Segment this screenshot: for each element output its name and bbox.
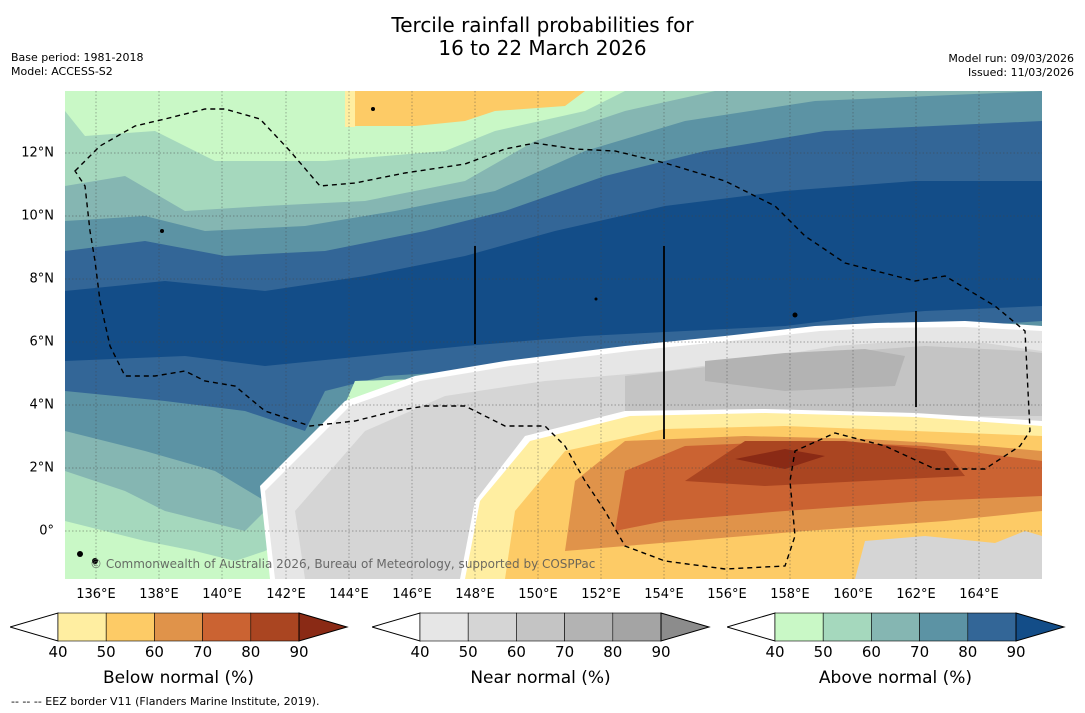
x-tick-label: 148°E <box>455 587 495 602</box>
colorbar-tick: 40 <box>765 643 785 661</box>
model-name: Model: ACCESS-S2 <box>11 65 113 78</box>
colorbar-swatch <box>202 612 252 642</box>
x-tick-label: 158°E <box>770 587 810 602</box>
base-period: Base period: 1981-2018 <box>11 51 144 64</box>
y-tick-label: 12°N <box>21 145 54 161</box>
issued-date: Issued: 11/03/2026 <box>967 66 1074 79</box>
chart-title: Tercile rainfall probabilities for 16 to… <box>0 14 1085 60</box>
colorbar-tick: 80 <box>958 643 978 661</box>
colorbar-tick: 60 <box>506 643 526 661</box>
colorbar-tick: 90 <box>651 643 671 661</box>
colorbar-swatch <box>467 612 517 642</box>
colorbar-tick: 40 <box>48 643 68 661</box>
colorbar-0 <box>10 612 349 642</box>
colorbar-swatch <box>57 612 107 642</box>
x-tick-label: 144°E <box>329 587 369 602</box>
colorbar-label: Below normal (%) <box>103 668 254 688</box>
colorbar-tick: 90 <box>1006 643 1026 661</box>
colorbar-swatch <box>419 612 469 642</box>
colorbar-tick: 70 <box>910 643 930 661</box>
islands <box>77 107 798 564</box>
colorbar-swatch <box>774 612 824 642</box>
y-tick-label: 10°N <box>21 208 54 224</box>
colorbar-swatch <box>967 612 1017 642</box>
x-tick-label: 156°E <box>707 587 747 602</box>
x-tick-label: 150°E <box>518 587 558 602</box>
colorbar-extend-low <box>727 612 776 642</box>
colorbar-swatch <box>871 612 920 642</box>
region-below-90 <box>735 449 825 469</box>
colorbar-swatch <box>516 612 565 642</box>
colorbar-extend-low <box>372 612 421 642</box>
region-below-top-edge <box>345 91 355 127</box>
y-tick-label: 6°N <box>29 334 55 350</box>
x-tick-label: 164°E <box>959 587 999 602</box>
colorbar-swatch <box>822 612 872 642</box>
colorbar-label: Near normal (%) <box>470 668 611 688</box>
y-tick-label: 2°N <box>29 460 55 476</box>
colorbar-label: Above normal (%) <box>818 668 973 688</box>
colorbar-tick: 50 <box>813 643 833 661</box>
copyright-note: © Commonwealth of Australia 2026, Bureau… <box>90 557 596 571</box>
region-near-south <box>855 531 1042 579</box>
x-tick-label: 142°E <box>266 587 306 602</box>
island-markers <box>474 246 917 439</box>
forecast-map <box>65 91 1042 579</box>
x-tick-label: 162°E <box>896 587 936 602</box>
x-tick-label: 136°E <box>76 587 116 602</box>
colorbar-tick: 40 <box>410 643 430 661</box>
colorbar-tick: 60 <box>144 643 164 661</box>
x-tick-label: 154°E <box>644 587 684 602</box>
colorbar-extend-low <box>10 612 59 642</box>
colorbar-tick: 70 <box>555 643 575 661</box>
colorbar-tick: 50 <box>96 643 116 661</box>
colorbar-tick: 50 <box>458 643 478 661</box>
x-tick-label: 146°E <box>392 587 432 602</box>
eez-border <box>74 108 1031 570</box>
x-tick-label: 138°E <box>139 587 179 602</box>
meta-right: Model run: 09/03/2026 Issued: 11/03/2026 <box>948 52 1074 80</box>
map-gridlines <box>65 91 1042 579</box>
title-line-1: Tercile rainfall probabilities for <box>391 13 694 37</box>
map-svg <box>65 91 1042 579</box>
x-tick-label: 140°E <box>202 587 242 602</box>
y-tick-label: 4°N <box>29 397 55 413</box>
colorbar-swatch <box>919 612 969 642</box>
eez-note: -- -- -- EEZ border V11 (Flanders Marine… <box>11 695 320 708</box>
colorbar-swatch <box>250 612 300 642</box>
colorbar-swatch <box>105 612 155 642</box>
region-below-top <box>350 91 585 126</box>
meta-left: Base period: 1981-2018 Model: ACCESS-S2 <box>11 51 143 79</box>
colorbar-tick: 90 <box>289 643 309 661</box>
model-run: Model run: 09/03/2026 <box>948 52 1074 65</box>
colorbar-swatch <box>612 612 662 642</box>
colorbar-tick: 70 <box>193 643 213 661</box>
title-line-2: 16 to 22 March 2026 <box>438 36 647 60</box>
x-tick-label: 160°E <box>833 587 873 602</box>
colorbar-swatch <box>154 612 203 642</box>
colorbar-extend-high <box>1015 612 1066 642</box>
colorbar-tick: 60 <box>861 643 881 661</box>
colorbar-tick: 80 <box>241 643 261 661</box>
colorbar-tick: 80 <box>603 643 623 661</box>
colorbar-1 <box>372 612 711 642</box>
region-near-70 <box>705 349 905 391</box>
colorbar-extend-high <box>298 612 349 642</box>
colorbar-extend-high <box>660 612 711 642</box>
colorbar-swatch <box>564 612 614 642</box>
region-below-80 <box>685 441 965 486</box>
colorbar-2 <box>727 612 1066 642</box>
y-tick-label: 0° <box>39 523 54 539</box>
y-tick-label: 8°N <box>29 271 55 287</box>
x-tick-label: 152°E <box>581 587 621 602</box>
